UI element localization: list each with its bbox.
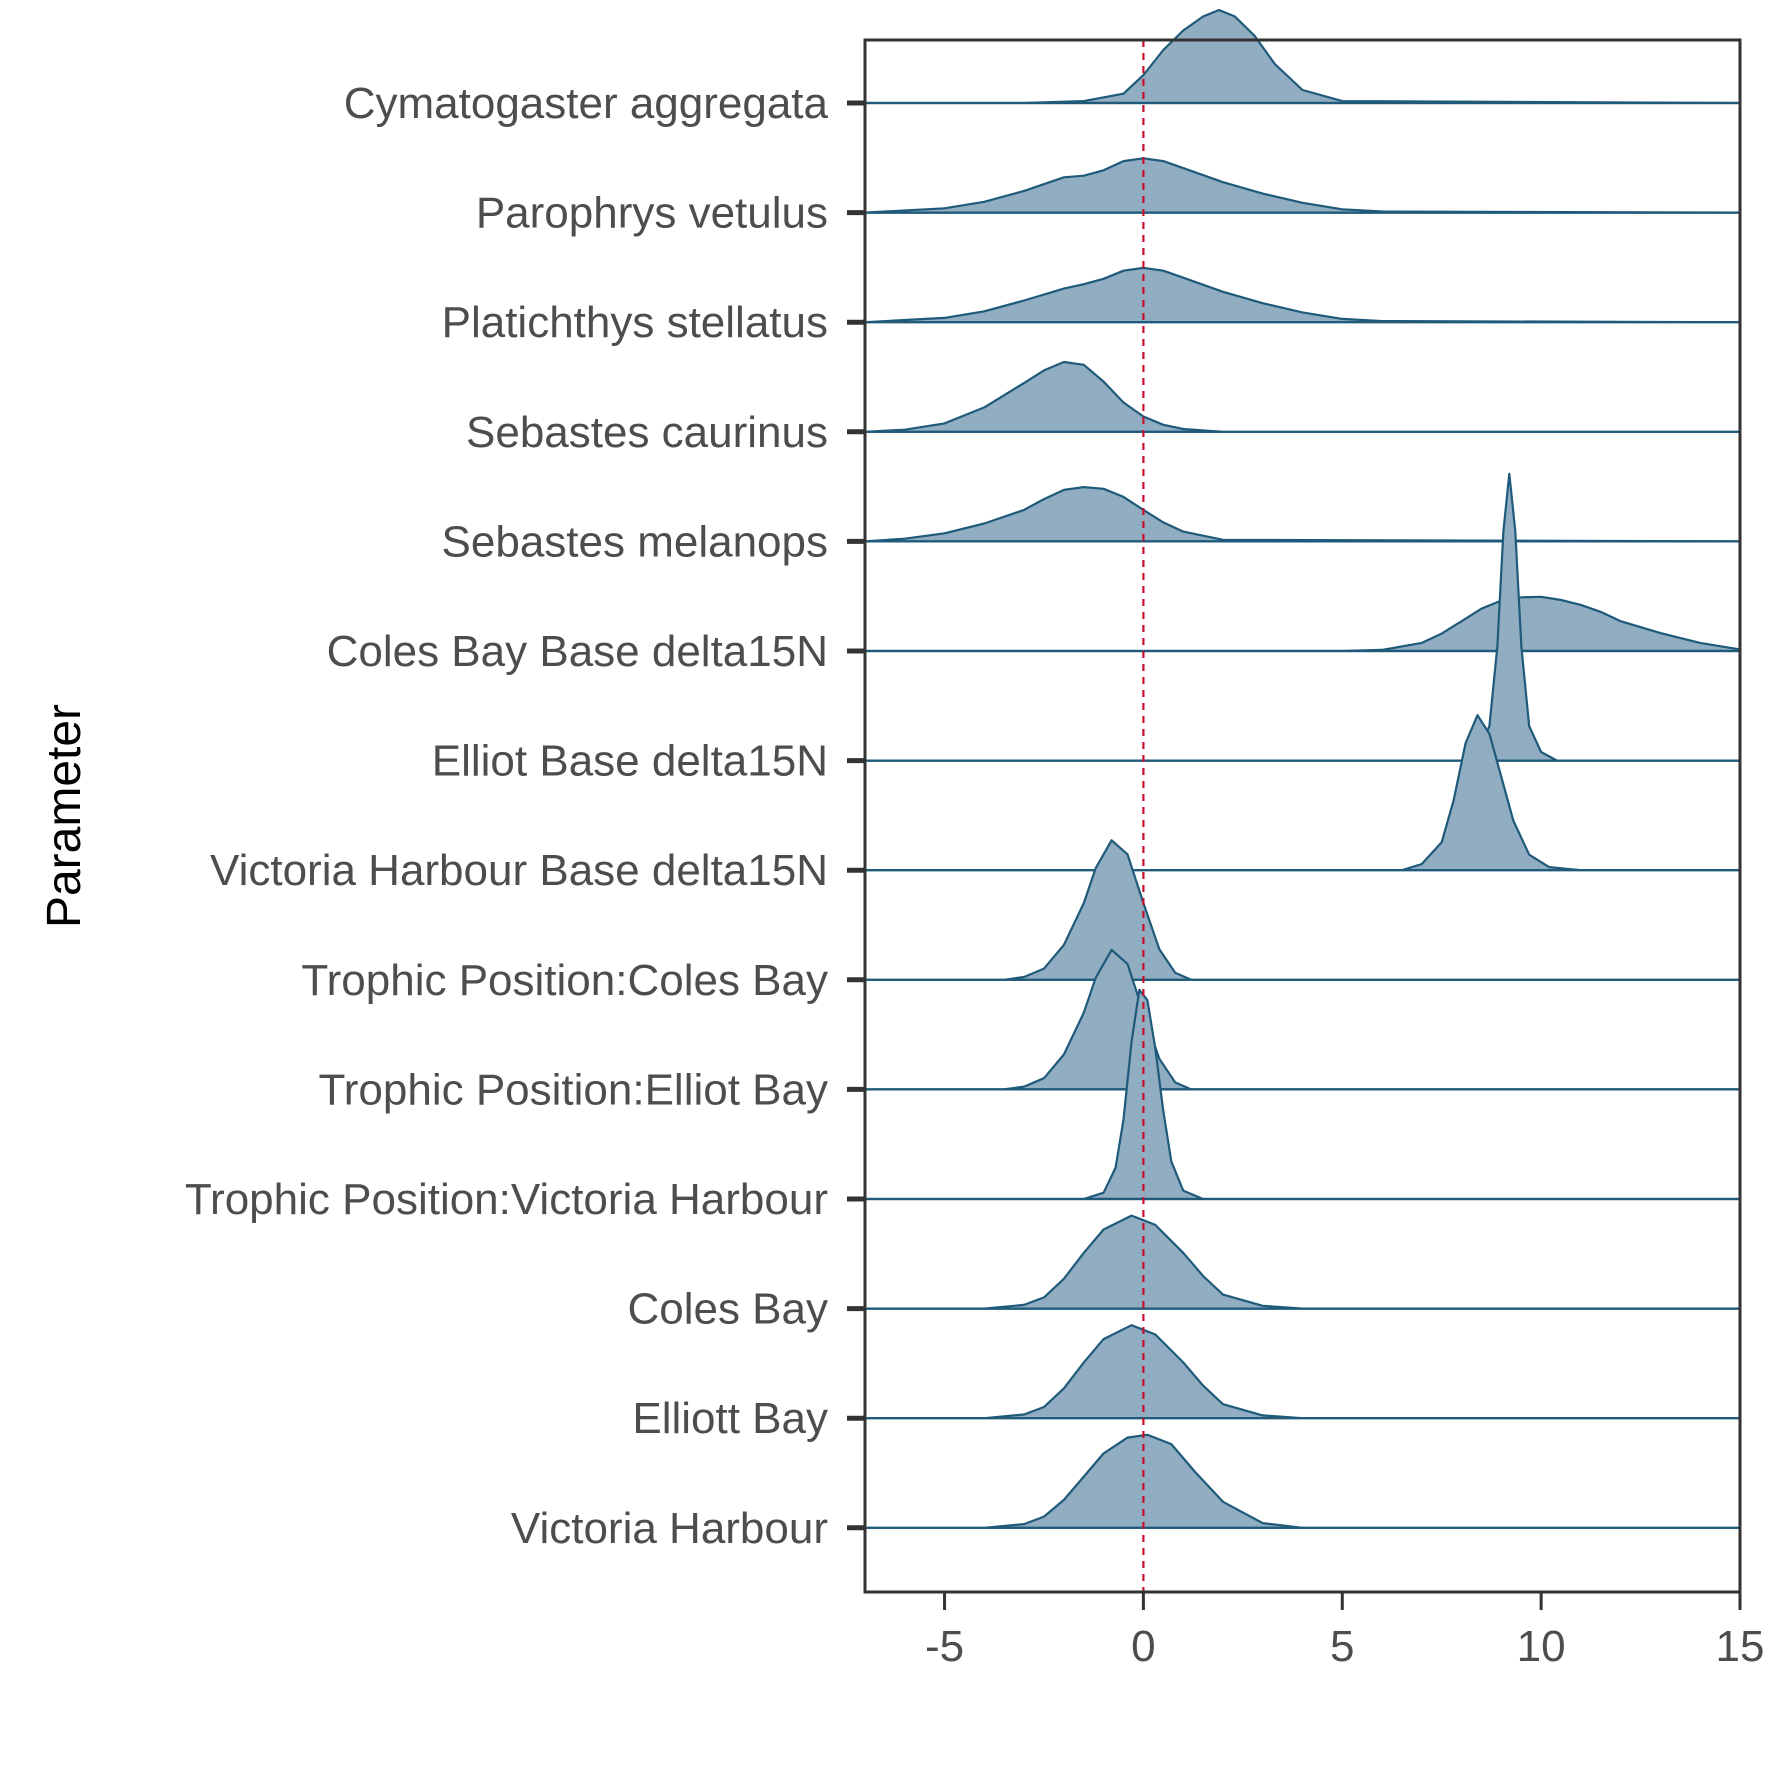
ridge-4 bbox=[863, 360, 1742, 433]
ridge-5 bbox=[863, 486, 1742, 543]
ridge-2 bbox=[863, 157, 1742, 214]
ridge-14 bbox=[863, 1433, 1742, 1529]
ridge-3 bbox=[863, 266, 1742, 324]
y-tick-label: Coles Bay bbox=[627, 1285, 828, 1334]
ridge-12 bbox=[863, 1214, 1742, 1310]
x-tick-label: 10 bbox=[1517, 1622, 1566, 1671]
y-tick-label: Elliott Bay bbox=[632, 1394, 828, 1443]
x-axis: -5 0 5 10 15 bbox=[925, 1592, 1764, 1671]
ridge-9 bbox=[863, 839, 1742, 981]
y-tick-label: Coles Bay Base delta15N bbox=[327, 627, 828, 676]
y-axis-title: Parameter bbox=[38, 704, 91, 928]
y-tick-label: Platichthys stellatus bbox=[442, 298, 828, 347]
x-tick-label: 0 bbox=[1131, 1622, 1155, 1671]
y-tick-label: Sebastes melanops bbox=[442, 517, 828, 566]
y-tick-label: Cymatogaster aggregata bbox=[344, 79, 829, 128]
x-tick-label: 15 bbox=[1716, 1622, 1765, 1671]
y-tick-label: Victoria Harbour bbox=[511, 1504, 828, 1553]
y-tick-label: Trophic Position:Coles Bay bbox=[301, 956, 828, 1005]
y-tick-label: Victoria Harbour Base delta15N bbox=[210, 846, 828, 895]
y-tick-label: Parophrys vetulus bbox=[476, 189, 828, 238]
ridge-1 bbox=[863, 8, 1742, 105]
y-tick-label: Trophic Position:Victoria Harbour bbox=[185, 1175, 828, 1224]
y-tick-label: Elliot Base delta15N bbox=[432, 737, 828, 786]
panel-border bbox=[863, 38, 1742, 1594]
ridges-layer bbox=[863, 8, 1742, 1529]
x-tick-label: -5 bbox=[925, 1622, 964, 1671]
y-tick-label: Sebastes caurinus bbox=[466, 408, 828, 457]
ridge-10 bbox=[863, 948, 1742, 1091]
ridge-11 bbox=[863, 988, 1742, 1201]
y-tick-label: Trophic Position:Elliot Bay bbox=[319, 1065, 828, 1114]
x-tick-label: 5 bbox=[1330, 1622, 1354, 1671]
y-axis: Cymatogaster aggregata Parophrys vetulus P… bbox=[185, 79, 865, 1553]
